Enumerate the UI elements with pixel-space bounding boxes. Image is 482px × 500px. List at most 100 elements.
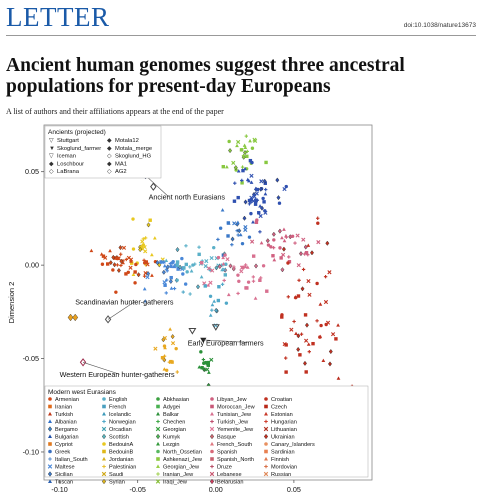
- annotation-label: Ancient north Eurasians: [149, 193, 226, 202]
- modern-sample-point: [181, 272, 185, 276]
- modern-sample-point: [245, 154, 249, 159]
- modern-sample-point: [201, 357, 206, 362]
- modern-legend-entry: Sardinian: [271, 450, 295, 456]
- modern-sample-point: [228, 263, 233, 269]
- modern-sample-point: [254, 263, 258, 269]
- modern-sample-point: [89, 248, 94, 253]
- modern-legend-marker: [102, 411, 106, 416]
- modern-legend-marker: [156, 457, 160, 461]
- modern-sample-point: [101, 254, 106, 258]
- modern-sample-point: [280, 313, 284, 317]
- modern-legend-marker: [156, 419, 160, 424]
- modern-sample-point: [316, 240, 321, 245]
- modern-legend-entry: Maltese: [55, 465, 75, 471]
- modern-sample-point: [222, 267, 227, 272]
- modern-sample-point: [252, 194, 257, 199]
- modern-legend-marker: [209, 471, 215, 477]
- modern-legend-box: [44, 385, 369, 478]
- modern-sample-point: [316, 216, 320, 220]
- modern-legend-entry: Adygei: [163, 405, 180, 411]
- modern-sample-point: [142, 258, 146, 263]
- modern-sample-point: [226, 221, 231, 225]
- modern-sample-point: [189, 269, 194, 273]
- modern-sample-point: [210, 308, 214, 312]
- modern-sample-point: [162, 367, 167, 371]
- modern-sample-point: [264, 187, 268, 192]
- modern-sample-point: [271, 254, 275, 258]
- modern-sample-point: [188, 265, 192, 269]
- modern-sample-point: [240, 165, 245, 169]
- modern-legend-entry: Russian: [271, 472, 291, 478]
- modern-legend-entry: Tuscan: [55, 480, 73, 486]
- ancients-legend-entry: AG2: [115, 169, 127, 175]
- modern-sample-point: [297, 278, 301, 283]
- modern-legend-marker: [210, 464, 214, 469]
- modern-sample-point: [180, 256, 184, 261]
- modern-sample-point: [221, 164, 225, 169]
- modern-legend-marker: [264, 404, 268, 409]
- modern-sample-point: [241, 154, 246, 158]
- modern-sample-point: [318, 302, 323, 306]
- modern-sample-point: [153, 346, 158, 351]
- modern-sample-point: [272, 257, 277, 262]
- modern-legend-entry: Orcadian: [109, 427, 132, 433]
- axes-layer: -0.10 -0.05 0.00 0.05 0.05 0.00 -0.05 -0.10 Dime…: [7, 167, 301, 494]
- modern-sample-point: [143, 236, 148, 240]
- modern-sample-point: [224, 301, 229, 305]
- modern-sample-point: [176, 267, 180, 271]
- modern-sample-point: [157, 262, 162, 268]
- modern-legend-entry: Syrian: [109, 480, 125, 486]
- modern-sample-point: [171, 264, 176, 269]
- modern-sample-point: [244, 134, 248, 138]
- modern-legend-marker: [48, 449, 52, 454]
- modern-legend-entry: Saudi: [109, 472, 123, 478]
- modern-legend-entry: BedouinB: [109, 450, 134, 456]
- ancients-legend-entry: Motala12: [115, 138, 139, 144]
- modern-sample-point: [220, 208, 225, 212]
- modern-sample-point: [277, 201, 282, 205]
- modern-sample-point: [254, 220, 259, 225]
- modern-sample-point: [214, 307, 219, 313]
- modern-sample-point: [265, 289, 269, 293]
- ancients-legend-entry: Skoglund_HG: [115, 154, 152, 160]
- doi-label[interactable]: doi:10.1038/nature13673: [403, 22, 476, 29]
- modern-legend-marker: [102, 397, 106, 401]
- modern-sample-point: [251, 220, 255, 224]
- modern-sample-point: [236, 139, 241, 145]
- modern-sample-point: [131, 217, 135, 221]
- modern-sample-point: [299, 332, 304, 336]
- modern-sample-point: [304, 370, 308, 374]
- modern-legend-marker: [48, 404, 52, 409]
- modern-sample-point: [304, 251, 309, 255]
- modern-sample-point: [193, 262, 197, 266]
- modern-legend-marker: [264, 456, 268, 461]
- modern-sample-point: [114, 290, 118, 294]
- modern-sample-point: [235, 143, 239, 148]
- modern-sample-point: [243, 150, 247, 156]
- modern-sample-point: [175, 370, 179, 374]
- modern-legend-title: Modern west Eurasians: [48, 389, 117, 396]
- modern-sample-point: [246, 280, 251, 284]
- modern-sample-point: [306, 278, 311, 284]
- modern-sample-point: [287, 259, 292, 264]
- modern-legend-entry: Belarusian: [217, 480, 243, 486]
- modern-sample-point: [164, 368, 169, 373]
- modern-legend-marker: [263, 426, 269, 432]
- modern-sample-point: [148, 218, 152, 222]
- annotation-leader-line: [203, 339, 248, 343]
- article-title: Ancient human genomes suggest three ance…: [6, 55, 476, 97]
- modern-legend-marker: [102, 442, 106, 446]
- modern-sample-point: [136, 272, 141, 278]
- modern-sample-point: [282, 227, 286, 231]
- modern-legend-entry: Abkhasian: [163, 397, 189, 403]
- modern-sample-point: [170, 334, 175, 340]
- modern-sample-point: [160, 356, 165, 360]
- modern-sample-point: [247, 202, 252, 206]
- modern-sample-point: [119, 263, 123, 268]
- modern-sample-point: [249, 211, 253, 216]
- x-tick-label: -0.05: [130, 485, 146, 494]
- modern-sample-point: [162, 335, 167, 341]
- modern-legend-marker: [263, 471, 269, 477]
- annotations-layer: Ancient north Eurasians Scandinavian hunt…: [60, 175, 264, 379]
- modern-sample-point: [239, 265, 245, 270]
